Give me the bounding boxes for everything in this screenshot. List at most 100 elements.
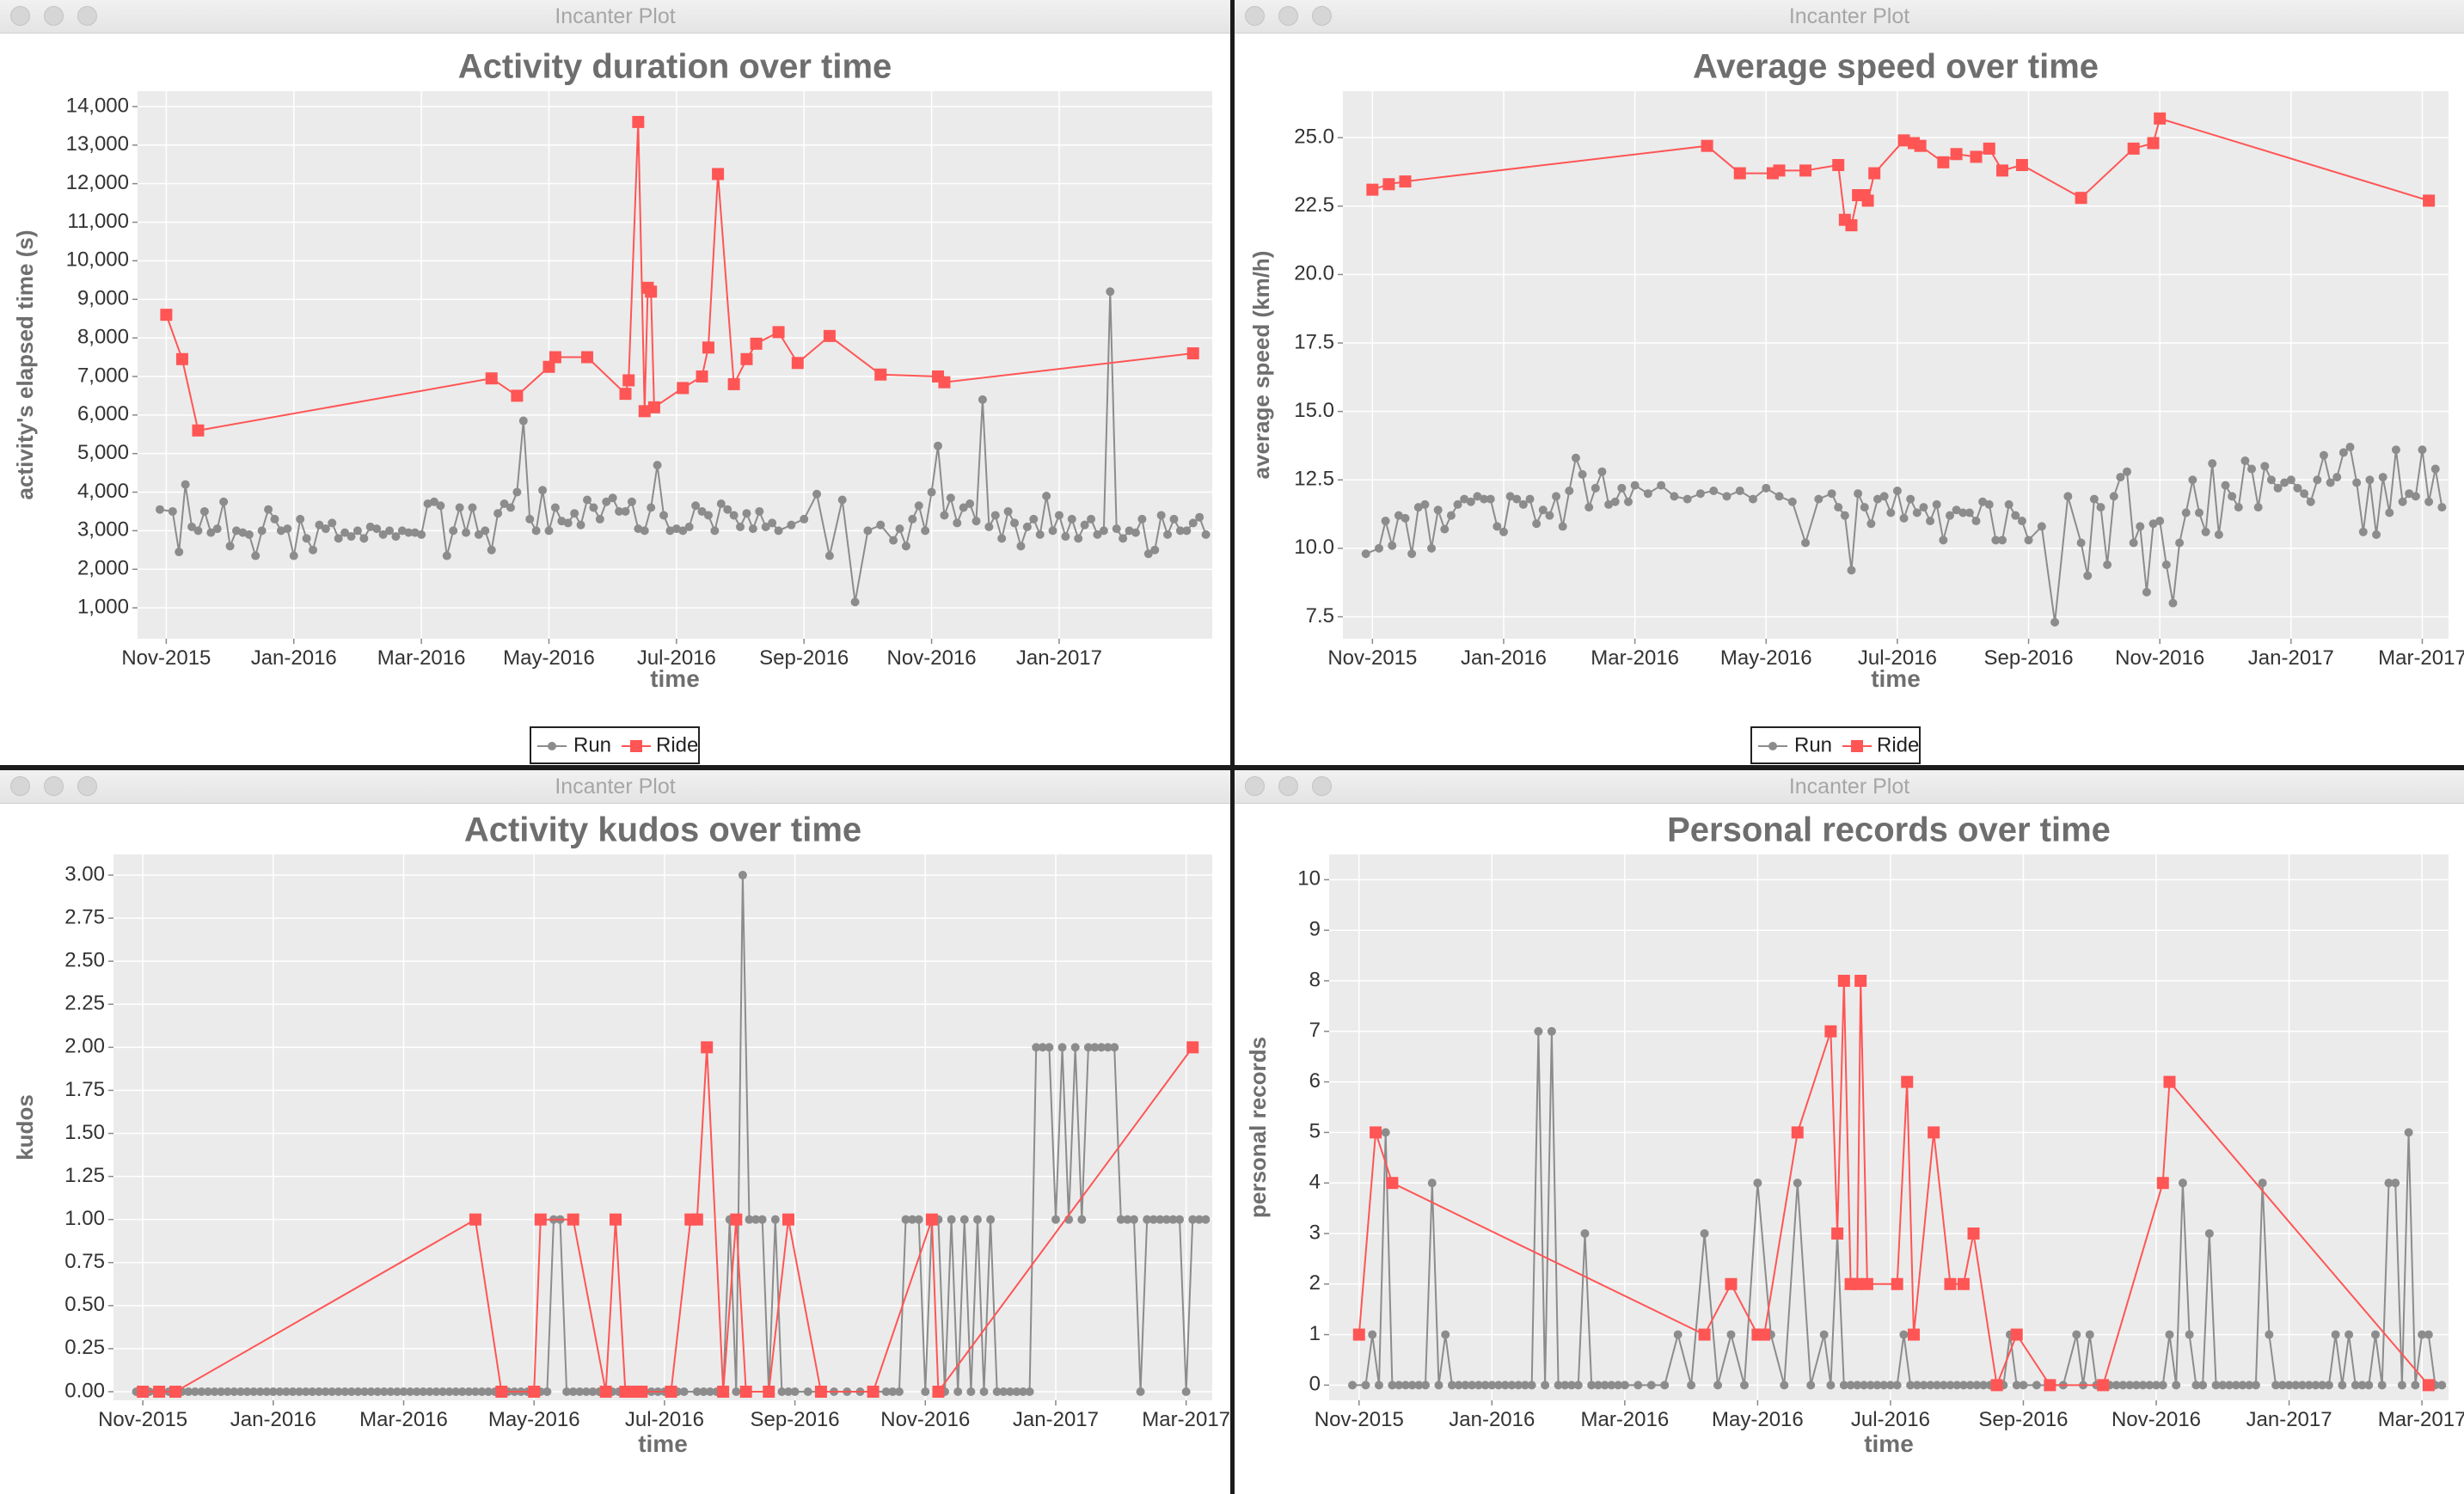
run-point <box>1182 526 1191 535</box>
run-point <box>544 526 553 535</box>
ride-point <box>486 372 498 384</box>
run-point <box>493 509 502 517</box>
run-point <box>296 515 304 524</box>
run-point <box>1407 549 1416 558</box>
run-point <box>1644 489 1652 498</box>
run-point <box>193 526 202 535</box>
y-tick-label: 2 <box>1309 1271 1321 1295</box>
run-point <box>1919 503 1928 511</box>
run-point <box>1726 1331 1735 1339</box>
x-axis-label: time <box>638 1430 688 1457</box>
run-point <box>1202 530 1211 539</box>
ride-point <box>567 1214 579 1226</box>
ride-point <box>1868 168 1880 180</box>
x-tick-label: Sep-2016 <box>1978 1408 2068 1431</box>
title-bar[interactable]: Incanter Plot <box>1235 770 2464 804</box>
run-point <box>2431 465 2440 474</box>
y-tick-label: 1.25 <box>64 1164 105 1187</box>
ride-point <box>2423 1379 2435 1391</box>
title-bar[interactable]: Incanter Plot <box>1235 0 2464 34</box>
ride-point <box>874 369 886 381</box>
run-point <box>1854 489 1862 498</box>
run-point <box>1150 546 1159 554</box>
run-point <box>322 524 330 533</box>
run-point <box>525 515 534 524</box>
ride-point <box>712 168 724 180</box>
run-point <box>456 503 464 511</box>
run-point <box>1893 487 1902 495</box>
run-point <box>2338 1381 2346 1389</box>
run-point <box>1753 1179 1762 1187</box>
run-point <box>1998 536 2007 544</box>
run-point <box>1081 521 1089 530</box>
ride-point <box>581 352 593 364</box>
run-point <box>1169 515 1178 524</box>
ride-point <box>645 285 657 297</box>
ride-point <box>782 1214 794 1226</box>
ride-point <box>1891 1278 1903 1290</box>
x-tick-label: Sep-2016 <box>759 646 849 670</box>
ride-point <box>622 374 634 386</box>
ride-point <box>2016 159 2028 171</box>
run-point <box>1971 517 1980 525</box>
x-tick-label: Mar-2016 <box>1580 1408 1669 1431</box>
run-point <box>1847 566 1855 574</box>
run-point <box>1045 1043 1053 1051</box>
ride-point <box>717 1386 729 1398</box>
y-tick-label: 0.00 <box>64 1379 105 1402</box>
ride-point <box>2097 1379 2109 1391</box>
ride-point <box>469 1214 481 1226</box>
run-point <box>1762 484 1770 493</box>
run-point <box>2392 445 2400 454</box>
run-point <box>1130 1215 1138 1224</box>
ride-point <box>176 353 188 365</box>
ride-point <box>1353 1329 1365 1341</box>
y-tick-label: 12,000 <box>66 171 129 194</box>
run-point <box>1163 530 1172 539</box>
ride-point <box>792 357 804 369</box>
ride-point <box>495 1386 507 1398</box>
run-point <box>2300 489 2308 498</box>
run-point <box>1780 1381 1788 1389</box>
run-point <box>1597 468 1606 476</box>
run-point <box>2103 560 2112 569</box>
run-point <box>1820 1331 1829 1339</box>
run-point <box>800 515 808 524</box>
ride-point <box>691 1214 703 1226</box>
run-point <box>481 526 489 535</box>
ride-point <box>702 341 714 353</box>
run-point <box>934 442 942 450</box>
ride-point <box>549 352 561 364</box>
ride-point <box>2128 143 2140 155</box>
run-point <box>749 524 757 533</box>
plot-area <box>113 854 1212 1400</box>
ride-point <box>677 382 689 394</box>
run-point <box>2019 1381 2027 1389</box>
title-bar[interactable]: Incanter Plot <box>0 0 1230 34</box>
y-tick-label: 7,000 <box>77 364 129 387</box>
run-point <box>1348 1381 1357 1389</box>
run-point <box>2188 475 2197 484</box>
run-point <box>647 503 655 511</box>
run-point <box>283 524 291 533</box>
run-point <box>2142 588 2151 597</box>
run-point <box>1578 470 1587 479</box>
x-tick-label: Nov-2016 <box>2115 646 2204 670</box>
ride-point <box>153 1386 165 1398</box>
y-tick-label: 9 <box>1309 918 1321 941</box>
run-point <box>1841 511 1849 520</box>
run-point <box>1740 1381 1749 1389</box>
ride-point <box>867 1386 880 1398</box>
ride-point <box>635 1386 647 1398</box>
run-point <box>980 1387 989 1396</box>
run-point <box>1528 1381 1536 1389</box>
run-point <box>2165 1331 2173 1339</box>
run-point <box>2371 1331 2380 1339</box>
title-bar[interactable]: Incanter Plot <box>0 770 1230 804</box>
ride-point <box>932 1386 944 1398</box>
ride-point <box>1758 1329 1770 1341</box>
run-point <box>251 552 260 560</box>
x-tick-label: Mar-2016 <box>359 1408 448 1431</box>
run-point <box>1026 1387 1034 1396</box>
y-tick-label: 10 <box>1297 867 1321 891</box>
